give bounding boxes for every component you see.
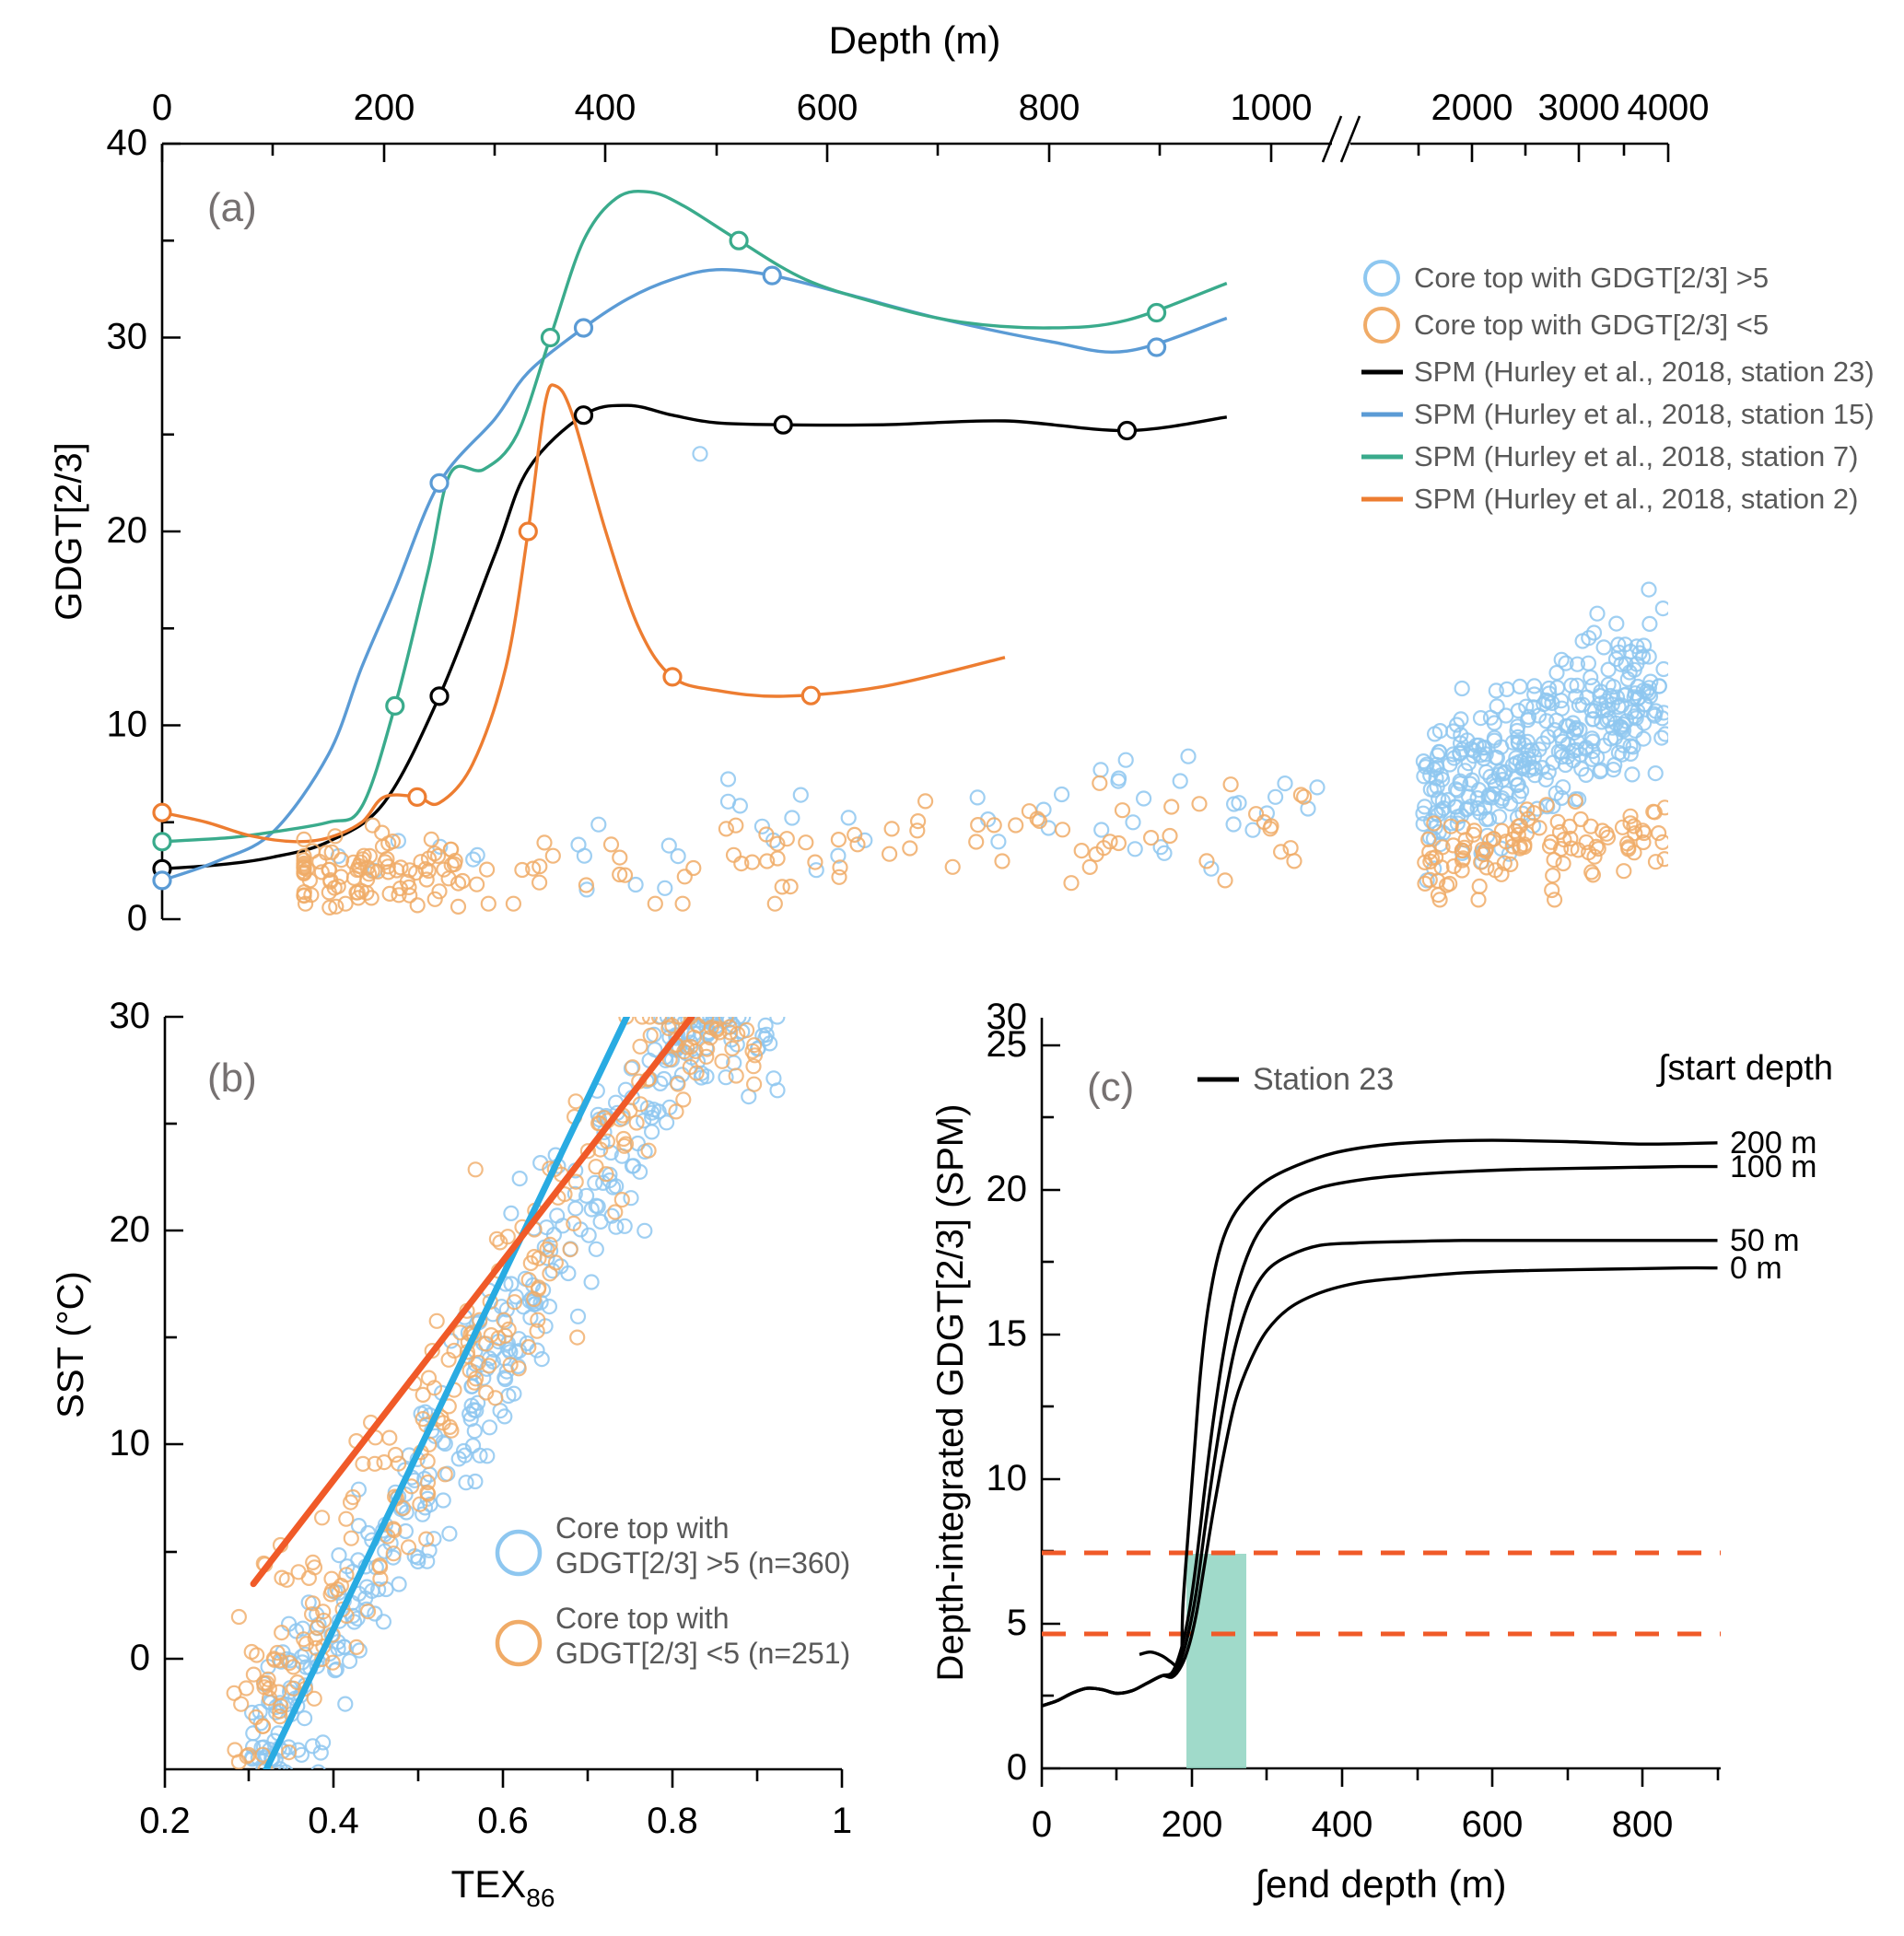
svg-text:0: 0	[130, 1638, 150, 1678]
svg-text:800: 800	[1019, 87, 1080, 128]
svg-text:600: 600	[1462, 1804, 1524, 1845]
svg-text:Depth-integrated GDGT[2/3] (SP: Depth-integrated GDGT[2/3] (SPM)	[930, 1104, 971, 1682]
svg-text:200: 200	[1162, 1804, 1223, 1845]
svg-text:SPM (Hurley et al., 2018, stat: SPM (Hurley et al., 2018, station 15)	[1414, 398, 1875, 430]
svg-text:30: 30	[110, 996, 151, 1036]
svg-text:Core top with: Core top with	[555, 1511, 730, 1545]
svg-text:Station 23: Station 23	[1253, 1062, 1394, 1097]
svg-text:0.8: 0.8	[647, 1801, 698, 1841]
svg-text:40: 40	[107, 122, 148, 163]
svg-text:100 m: 100 m	[1730, 1149, 1817, 1184]
svg-text:Core top with GDGT[2/3] >5: Core top with GDGT[2/3] >5	[1414, 262, 1769, 294]
svg-text:400: 400	[575, 87, 637, 128]
svg-text:GDGT[2/3]: GDGT[2/3]	[49, 442, 89, 620]
svg-text:30: 30	[987, 997, 1028, 1037]
svg-text:∫start depth: ∫start depth	[1656, 1049, 1833, 1088]
svg-text:20: 20	[987, 1169, 1028, 1209]
svg-text:10: 10	[110, 1423, 151, 1464]
svg-text:SST (°C): SST (°C)	[51, 1271, 91, 1418]
svg-text:0 m: 0 m	[1730, 1251, 1782, 1286]
svg-text:SPM (Hurley et al., 2018, stat: SPM (Hurley et al., 2018, station 2)	[1414, 483, 1858, 515]
svg-text:0: 0	[152, 87, 172, 128]
svg-text:3000: 3000	[1538, 87, 1620, 128]
svg-text:200: 200	[354, 87, 415, 128]
svg-text:10: 10	[107, 705, 148, 745]
svg-text:4000: 4000	[1628, 87, 1710, 128]
svg-text:Core top with: Core top with	[555, 1602, 730, 1635]
svg-text:1000: 1000	[1231, 87, 1313, 128]
svg-text:Depth (m): Depth (m)	[829, 18, 1001, 62]
svg-text:0.2: 0.2	[139, 1801, 191, 1841]
svg-text:0: 0	[1032, 1804, 1052, 1845]
svg-text:0: 0	[1007, 1747, 1027, 1788]
svg-text:0.6: 0.6	[477, 1801, 529, 1841]
svg-text:600: 600	[797, 87, 859, 128]
svg-text:20: 20	[110, 1209, 151, 1250]
svg-text:2000: 2000	[1431, 87, 1513, 128]
svg-text:20: 20	[107, 510, 148, 551]
svg-text:400: 400	[1312, 1804, 1373, 1845]
svg-text:0.4: 0.4	[308, 1801, 359, 1841]
svg-text:SPM (Hurley et al., 2018, stat: SPM (Hurley et al., 2018, station 7)	[1414, 440, 1858, 472]
svg-text:10: 10	[987, 1458, 1028, 1499]
svg-text:(b): (b)	[207, 1055, 257, 1101]
svg-text:5: 5	[1007, 1603, 1027, 1643]
svg-text:800: 800	[1612, 1804, 1674, 1845]
svg-text:GDGT[2/3] <5 (n=251): GDGT[2/3] <5 (n=251)	[555, 1637, 850, 1670]
svg-text:15: 15	[987, 1313, 1028, 1354]
svg-text:(a): (a)	[207, 185, 257, 230]
svg-text:SPM (Hurley et al., 2018, stat: SPM (Hurley et al., 2018, station 23)	[1414, 356, 1875, 388]
svg-text:GDGT[2/3] >5 (n=360): GDGT[2/3] >5 (n=360)	[555, 1546, 850, 1580]
svg-text:∫end depth (m): ∫end depth (m)	[1254, 1862, 1507, 1906]
svg-text:Core top with GDGT[2/3] <5: Core top with GDGT[2/3] <5	[1414, 309, 1769, 341]
svg-text:0: 0	[127, 898, 147, 939]
svg-text:(c): (c)	[1087, 1065, 1134, 1110]
svg-text:30: 30	[107, 317, 148, 357]
svg-text:1: 1	[832, 1801, 852, 1841]
